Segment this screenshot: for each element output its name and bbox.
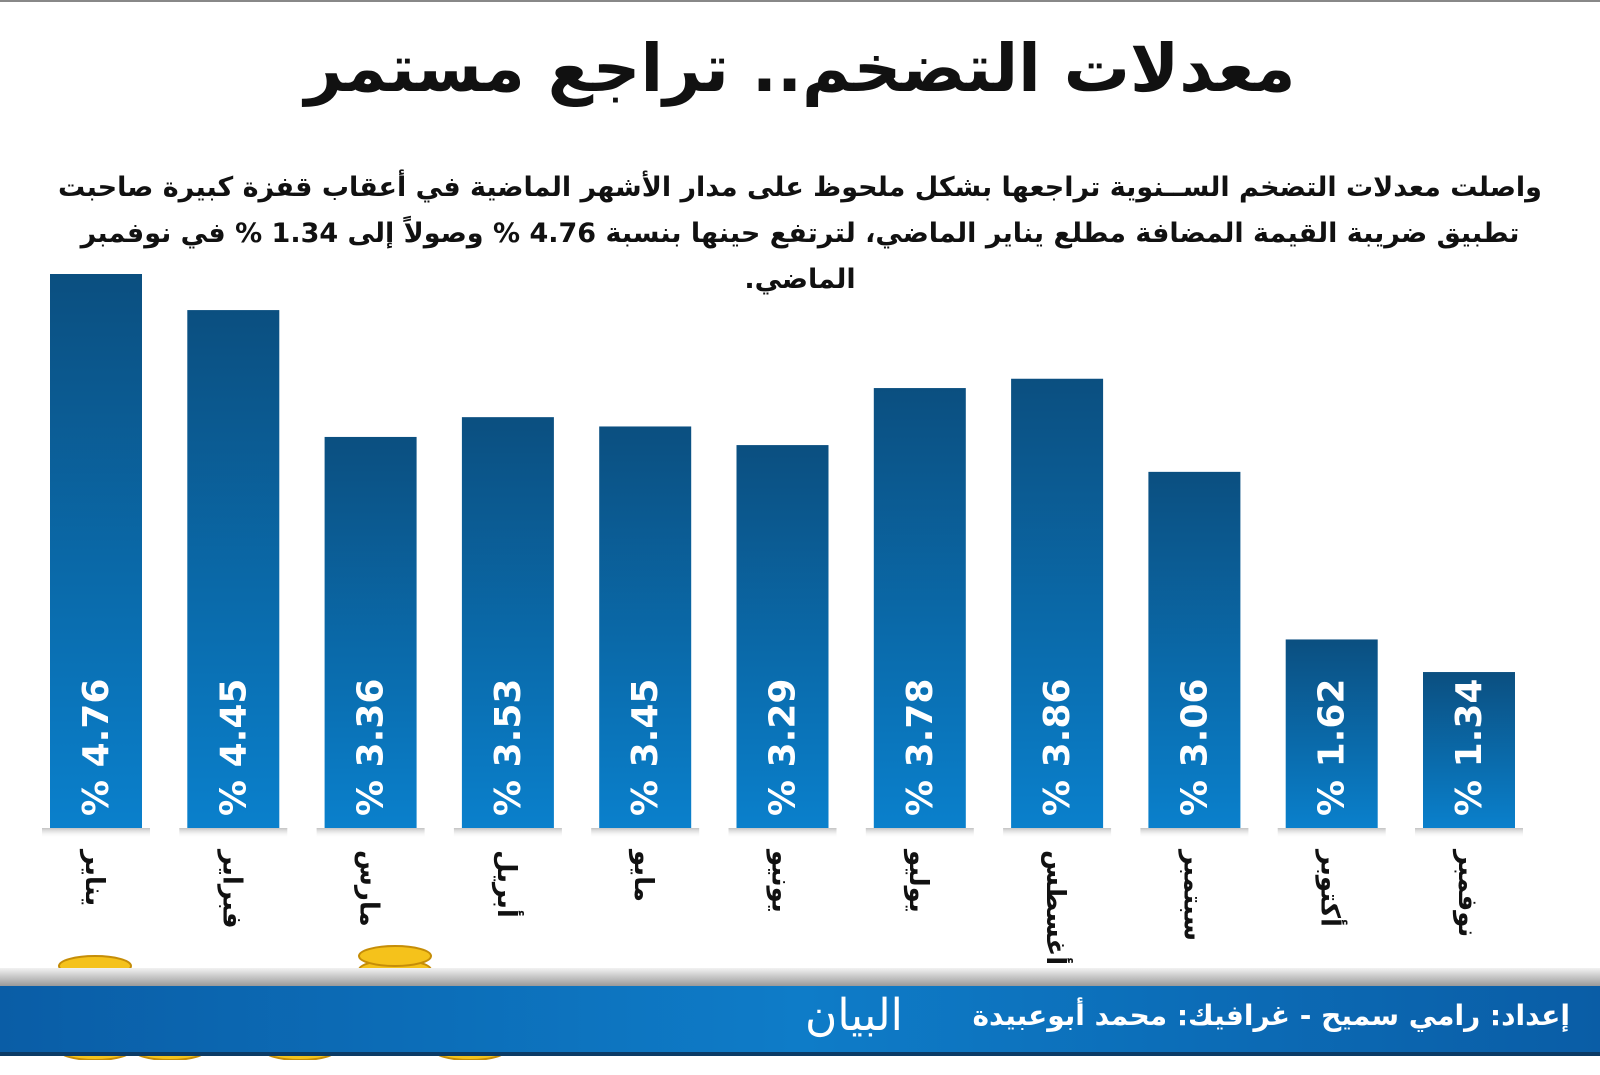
bar <box>50 274 142 828</box>
bar <box>324 436 417 828</box>
category-label: أغسطس <box>1040 850 1073 965</box>
data-label: % 1.62 <box>1312 679 1353 816</box>
bar-shadow <box>1140 828 1249 838</box>
bar <box>1011 378 1104 828</box>
data-label: % 3.78 <box>900 679 941 816</box>
top-rule <box>0 0 1600 2</box>
category-label: سبتمبر <box>1177 848 1207 941</box>
bar <box>873 388 966 828</box>
bar-shadow <box>1415 828 1523 838</box>
category-label: يناير <box>79 848 109 906</box>
credit-text: إعداد: رامي سميح - غرافيك: محمد أبوعبيدة <box>972 999 1570 1032</box>
coin <box>358 945 432 967</box>
data-label: % 3.36 <box>351 679 392 816</box>
bar <box>187 310 280 828</box>
data-label: % 4.45 <box>213 679 254 816</box>
logo: البيان <box>805 990 903 1041</box>
data-label: % 4.76 <box>76 679 117 816</box>
bar <box>461 417 554 828</box>
footer-divider <box>0 968 1600 986</box>
data-label: % 3.45 <box>625 679 666 816</box>
category-label: يوليو <box>903 848 933 913</box>
bar-shadow <box>42 828 150 838</box>
category-label: يونيو <box>766 848 796 913</box>
bar-shadow <box>1277 828 1386 838</box>
chart-subtitle: واصلت معدلات التضخم الســنوية تراجعها بش… <box>58 172 1542 295</box>
category-label: أكتوبر <box>1315 848 1348 927</box>
bar-chart: % 4.76 يناير % 4.45 فبراير % 3.36 مارس % 3.53 أ… <box>42 274 1523 965</box>
bar-shadow <box>1003 828 1112 838</box>
footer-band <box>0 986 1600 1056</box>
category-label: فبراير <box>216 848 246 929</box>
bar-shadow <box>316 828 425 838</box>
bar <box>1285 639 1378 828</box>
category-label: مارس <box>354 850 384 927</box>
bar <box>1148 471 1241 828</box>
data-label: % 3.53 <box>488 679 529 816</box>
data-label: % 3.86 <box>1037 679 1078 816</box>
category-label: مايو <box>628 848 658 902</box>
bar <box>599 426 692 828</box>
data-label: % 3.29 <box>763 679 804 816</box>
bar <box>1423 672 1515 828</box>
chart-title: معدلات التضخم.. تراجع مستمر <box>304 30 1296 107</box>
bar-shadow <box>179 828 288 838</box>
category-label: أبريل <box>491 850 524 918</box>
category-label: نوفمبر <box>1452 848 1482 937</box>
data-label: % 1.34 <box>1449 679 1490 816</box>
bar-shadow <box>453 828 562 838</box>
bar-shadow <box>728 828 837 838</box>
data-label: % 3.06 <box>1174 679 1215 816</box>
bar-shadow <box>865 828 974 838</box>
bar <box>736 445 829 828</box>
bar-shadow <box>591 828 700 838</box>
